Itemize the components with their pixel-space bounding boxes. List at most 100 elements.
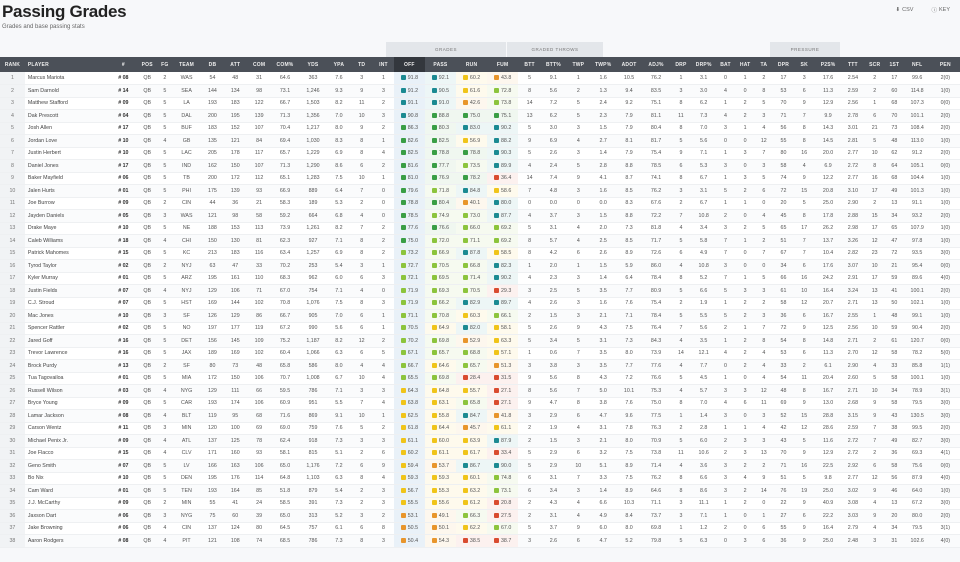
column-header-pass[interactable]: PASS: [424, 57, 456, 72]
column-header-p2s[interactable]: P2S%: [814, 57, 842, 72]
table-row[interactable]: 29 Carson Wentz # 11 QB 3 MIN 120 100 69 69.0 759 7…: [0, 422, 960, 435]
column-header-db[interactable]: DB: [201, 57, 224, 72]
column-header-scr[interactable]: SCR: [864, 57, 886, 72]
table-row[interactable]: 11 Joe Burrow # 09 QB 2 CIN 44 36 21 58.3 189 5.3 2 0…: [0, 197, 960, 210]
table-row[interactable]: 28 Lamar Jackson # 08 QB 4 BLT 119 95 68 71.6 869 9…: [0, 409, 960, 423]
column-header-player[interactable]: PLAYER: [24, 57, 110, 72]
column-header-team[interactable]: TEAM: [172, 57, 202, 72]
table-row[interactable]: 3 Matthew Stafford # 09 QB 5 LA 193 183 122 66.7 1…: [0, 97, 960, 110]
player-link[interactable]: Cam Ward: [24, 484, 110, 498]
column-header-td[interactable]: TD: [350, 57, 374, 72]
column-header-number[interactable]: #: [109, 57, 137, 72]
player-link[interactable]: Jared Goff: [24, 334, 110, 348]
table-row[interactable]: 8 Daniel Jones # 17 QB 5 IND 162 150 107 71.3 1,29…: [0, 159, 960, 173]
column-header-bat[interactable]: BAT: [715, 57, 736, 72]
player-link[interactable]: Spencer Rattler: [24, 322, 110, 335]
table-row[interactable]: 38 Aaron Rodgers # 08 QB 4 PIT 121 108 74 68.5 786…: [0, 534, 960, 548]
player-link[interactable]: Justin Fields: [24, 284, 110, 298]
player-link[interactable]: Kyler Murray: [24, 272, 110, 285]
player-link[interactable]: Justin Herbert: [24, 147, 110, 160]
player-link[interactable]: Geno Smith: [24, 459, 110, 473]
table-row[interactable]: 6 Jordan Love # 10 QB 4 GB 135 121 84 69.4 1,030 8.…: [0, 134, 960, 148]
player-link[interactable]: Matthew Stafford: [24, 97, 110, 110]
table-row[interactable]: 12 Jayden Daniels # 05 QB 3 WAS 121 98 58 59.2 664…: [0, 209, 960, 223]
table-row[interactable]: 27 Bryce Young # 09 QB 5 CAR 193 174 106 60.9 951 5…: [0, 397, 960, 410]
column-header-btt[interactable]: BTT%: [540, 57, 566, 72]
player-link[interactable]: Bryce Young: [24, 397, 110, 410]
player-link[interactable]: J.J. McCarthy: [24, 497, 110, 510]
player-link[interactable]: Jayden Daniels: [24, 209, 110, 223]
table-row[interactable]: 4 Dak Prescott # 04 QB 5 DAL 200 195 139 71.3 1,35…: [0, 109, 960, 123]
column-header-adj[interactable]: ADJ%: [642, 57, 670, 72]
column-header-dpr[interactable]: DPR: [773, 57, 794, 72]
table-row[interactable]: 33 Bo Nix # 10 QB 5 DEN 195 176 114 64.8 1,103 6.3 8…: [0, 472, 960, 485]
column-header-pos[interactable]: POS: [136, 57, 158, 72]
table-row[interactable]: 35 J.J. McCarthy # 09 QB 2 MIN 55 41 24 58.5 391 7.…: [0, 497, 960, 510]
player-link[interactable]: Sam Darnold: [24, 84, 110, 98]
table-row[interactable]: 9 Baker Mayfield # 06 QB 5 TB 200 172 112 65.1 1,2…: [0, 172, 960, 185]
table-row[interactable]: 5 Josh Allen # 17 QB 5 BUF 183 152 107 70.4 1,217 8…: [0, 122, 960, 135]
table-row[interactable]: 34 Cam Ward # 01 QB 5 TEN 193 164 85 51.8 879 5.4 2 3…: [0, 484, 960, 498]
column-header-adot[interactable]: ADOT: [615, 57, 643, 72]
table-row[interactable]: 17 Kyler Murray # 01 QB 5 ARZ 195 161 110 68.3 962…: [0, 272, 960, 285]
player-link[interactable]: Carson Wentz: [24, 422, 110, 435]
player-link[interactable]: Tua Tagovailoa: [24, 372, 110, 385]
table-row[interactable]: 31 Joe Flacco # 15 QB 4 CLV 171 160 93 58.1 815 5.1…: [0, 447, 960, 460]
column-header-run[interactable]: RUN: [456, 57, 488, 72]
player-link[interactable]: Joe Flacco: [24, 447, 110, 460]
key-button[interactable]: ⓘ KEY: [931, 6, 950, 14]
table-row[interactable]: 22 Jared Goff # 16 QB 5 DET 156 145 109 75.2 1,187…: [0, 334, 960, 348]
table-row[interactable]: 15 Patrick Mahomes # 15 QB 5 KC 213 183 116 63.4 1…: [0, 247, 960, 260]
table-row[interactable]: 20 Mac Jones # 10 QB 3 SF 126 129 86 66.7 905 7.0 6 1…: [0, 309, 960, 323]
player-link[interactable]: Mac Jones: [24, 309, 110, 323]
column-header-btt[interactable]: BTT: [518, 57, 541, 72]
column-header-ta[interactable]: TA: [754, 57, 774, 72]
player-link[interactable]: Michael Penix Jr.: [24, 434, 110, 448]
table-row[interactable]: 10 Jalen Hurts # 01 QB 5 PHI 175 139 93 66.9 889 6.…: [0, 184, 960, 198]
column-header-off[interactable]: OFF: [393, 57, 425, 72]
player-link[interactable]: Josh Allen: [24, 122, 110, 135]
player-link[interactable]: Jaxson Dart: [24, 509, 110, 523]
column-header-fum[interactable]: FUM: [487, 57, 519, 72]
player-link[interactable]: Jordan Love: [24, 134, 110, 148]
table-row[interactable]: 1 Marcus Mariota # 08 QB 2 WAS 54 48 31 64.6 363 7.…: [0, 72, 960, 85]
player-link[interactable]: Drake Maye: [24, 222, 110, 235]
player-link[interactable]: Caleb Williams: [24, 234, 110, 248]
player-link[interactable]: Jake Browning: [24, 522, 110, 535]
table-row[interactable]: 37 Jake Browning # 06 QB 4 CIN 137 124 80 64.5 757…: [0, 522, 960, 535]
column-header-drp[interactable]: DRP: [669, 57, 693, 72]
column-header-fg[interactable]: FG: [157, 57, 173, 72]
player-link[interactable]: Jalen Hurts: [24, 184, 110, 198]
player-link[interactable]: Trevor Lawrence: [24, 347, 110, 360]
player-link[interactable]: Bo Nix: [24, 472, 110, 485]
column-header-twp[interactable]: TWP%: [590, 57, 616, 72]
column-header-int[interactable]: INT: [373, 57, 394, 72]
table-row[interactable]: 30 Michael Penix Jr. # 09 QB 4 ATL 137 125 78 62.…: [0, 434, 960, 448]
player-link[interactable]: Dak Prescott: [24, 109, 110, 123]
player-link[interactable]: Brock Purdy: [24, 359, 110, 373]
player-link[interactable]: Marcus Mariota: [24, 72, 110, 85]
table-row[interactable]: 32 Geno Smith # 07 QB 5 LV 166 163 106 65.0 1,176 7…: [0, 459, 960, 473]
column-header-hat[interactable]: HAT: [735, 57, 755, 72]
player-link[interactable]: Joe Burrow: [24, 197, 110, 210]
table-row[interactable]: 21 Spencer Rattler # 02 QB 5 NO 197 177 119 67.2 9…: [0, 322, 960, 335]
column-header-nfl[interactable]: NFL: [903, 57, 931, 72]
column-header-att[interactable]: ATT: [223, 57, 247, 72]
column-header-rank[interactable]: RANK: [0, 57, 25, 72]
table-row[interactable]: 18 Justin Fields # 07 QB 4 NYJ 129 106 71 67.0 754…: [0, 284, 960, 298]
player-link[interactable]: Baker Mayfield: [24, 172, 110, 185]
table-row[interactable]: 23 Trevor Lawrence # 16 QB 5 JAX 189 169 102 60.4…: [0, 347, 960, 360]
player-link[interactable]: C.J. Stroud: [24, 297, 110, 310]
column-header-ttt[interactable]: TTT: [841, 57, 865, 72]
table-row[interactable]: 19 C.J. Stroud # 07 QB 5 HST 169 144 102 70.8 1,07…: [0, 297, 960, 310]
player-link[interactable]: Russell Wilson: [24, 384, 110, 398]
table-row[interactable]: 16 Tyrod Taylor # 02 QB 2 NYJ 63 47 33 70.2 253 5.4…: [0, 259, 960, 273]
table-row[interactable]: 25 Tua Tagovailoa # 01 QB 5 MIA 172 150 106 70.7 1…: [0, 372, 960, 385]
table-row[interactable]: 13 Drake Maye # 10 QB 5 NE 188 153 113 73.9 1,261 8…: [0, 222, 960, 235]
column-header-sk[interactable]: SK: [793, 57, 815, 72]
column-header-drp[interactable]: DRP%: [692, 57, 716, 72]
player-link[interactable]: Tyrod Taylor: [24, 259, 110, 273]
column-header-twp[interactable]: TWP: [565, 57, 591, 72]
table-row[interactable]: 36 Jaxson Dart # 06 QB 3 NYG 75 60 39 65.0 313 5.2 3…: [0, 509, 960, 523]
player-link[interactable]: Daniel Jones: [24, 159, 110, 173]
